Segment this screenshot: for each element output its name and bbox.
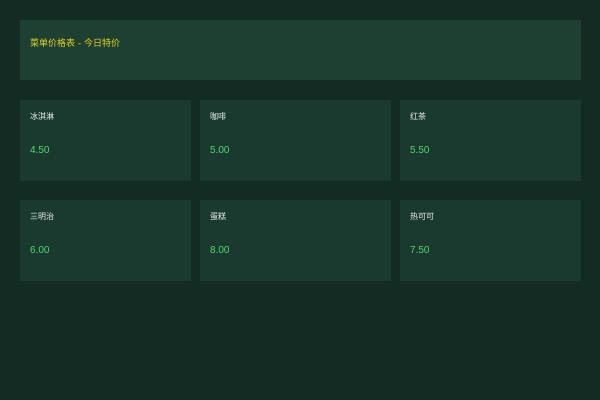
page-title: 菜单价格表 - 今日特价 [30,39,120,49]
price-card: 咖啡 5.00 [200,100,391,181]
card-label: 热可可 [410,212,434,221]
header: 菜单价格表 - 今日特价 [20,20,581,80]
card-value: 8.00 [210,245,230,256]
price-card: 热可可 7.50 [400,200,581,281]
card-label: 三明治 [30,212,54,221]
card-label: 冰淇淋 [30,112,54,121]
card-value: 4.50 [30,145,50,156]
price-card: 红茶 5.50 [400,100,581,181]
card-value: 5.00 [210,145,230,156]
card-label: 红茶 [410,112,426,121]
card-value: 6.00 [30,245,50,256]
price-card: 三明治 6.00 [20,200,191,281]
card-value: 5.50 [410,145,430,156]
price-card: 冰淇淋 4.50 [20,100,191,181]
card-label: 咖啡 [210,112,226,121]
card-label: 蛋糕 [210,212,226,221]
card-value: 7.50 [410,245,430,256]
price-card: 蛋糕 8.00 [200,200,391,281]
